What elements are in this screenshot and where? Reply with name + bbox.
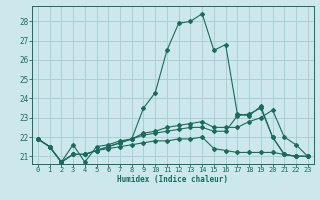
X-axis label: Humidex (Indice chaleur): Humidex (Indice chaleur): [117, 175, 228, 184]
